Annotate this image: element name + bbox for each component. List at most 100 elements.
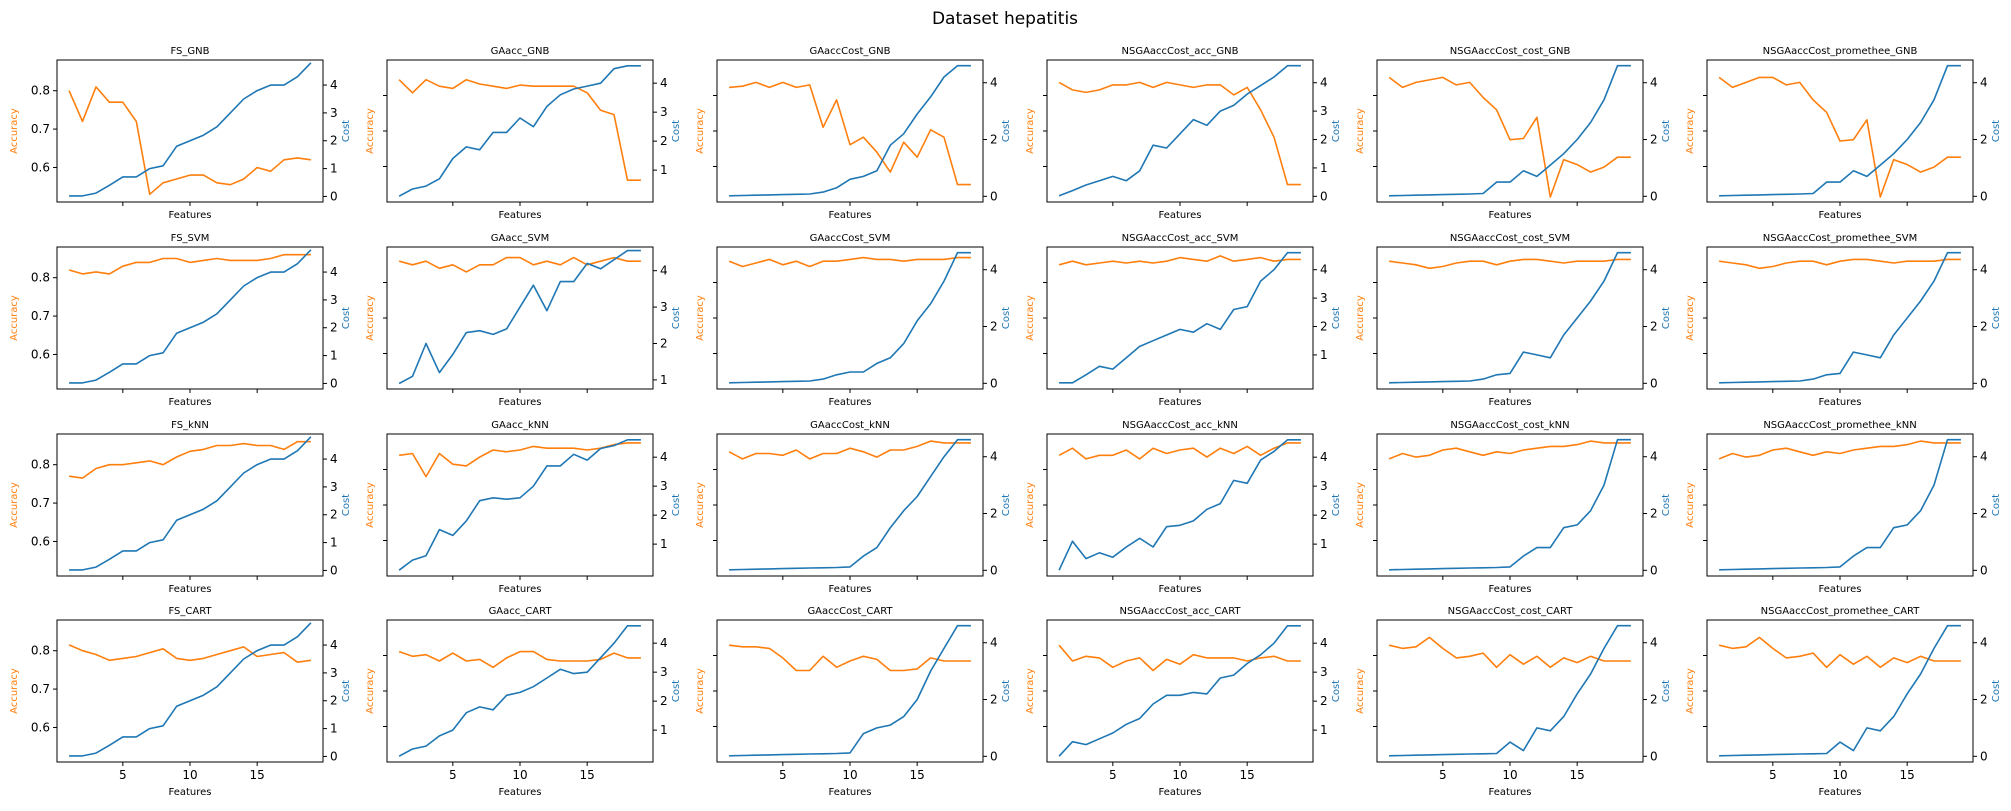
axes-frame — [716, 59, 984, 203]
subplot-GAacc_CART: GAacc_CART 5 10 15 Features Accuracy 1 2 3 4 Cost — [365, 606, 682, 798]
y-left-axis-label: Accuracy — [1025, 482, 1036, 528]
series-cost — [1058, 64, 1301, 197]
subplot-title: NSGAaccCost_cost_SVM — [1450, 233, 1570, 244]
x-tick-label: 15 — [580, 768, 595, 782]
series-accuracy — [1718, 258, 1961, 270]
axes-frame — [1376, 619, 1644, 763]
subplot-title: FS_CART — [168, 606, 212, 617]
axes-frame — [386, 619, 654, 763]
subplot-GAacc_kNN: GAacc_kNN Features Accuracy 1 2 3 4 Cost — [365, 420, 682, 595]
series-accuracy — [728, 256, 971, 268]
series-cost — [1719, 251, 1961, 384]
series-cost — [1719, 624, 1961, 757]
series-cost — [1389, 624, 1631, 757]
axes-frame — [1706, 246, 1974, 390]
y-right-tick-label: 0 — [1980, 563, 1988, 577]
subplot-GAaccCost_CART: GAaccCost_CART 5 10 15 Features Accuracy 0 2 4 Co… — [695, 606, 1012, 798]
y-right-tick-label: 4 — [1650, 450, 1658, 464]
y-right-tick-label: 1 — [660, 723, 668, 737]
subplot-NSGAaccCost_promethee_SVM: NSGAaccCost_promethee_SVM Features Accurac… — [1685, 233, 2002, 408]
y-left-axis-label: Accuracy — [695, 482, 706, 528]
subplot-title: NSGAaccCost_promethee_SVM — [1763, 233, 1917, 244]
x-axis-label: Features — [829, 584, 872, 595]
y-right-tick-label: 2 — [1650, 693, 1658, 707]
axes-frame — [56, 59, 324, 203]
series-accuracy — [1388, 76, 1631, 198]
y-right-tick-label: 3 — [330, 666, 338, 680]
x-axis-label: Features — [169, 210, 212, 221]
y-right-tick-label: 2 — [330, 134, 338, 148]
y-right-tick-label: 3 — [1320, 104, 1328, 118]
subplot-title: NSGAaccCost_promethee_CART — [1761, 606, 1921, 617]
axes-frame — [1046, 433, 1314, 577]
y-left-tick-label: 0.6 — [31, 347, 50, 361]
subplot-NSGAaccCost_cost_kNN: NSGAaccCost_cost_kNN Features Accuracy 0 2 4 C… — [1355, 420, 1672, 595]
axes-frame — [56, 619, 324, 763]
y-right-tick-label: 1 — [330, 722, 338, 736]
series-accuracy — [1058, 644, 1301, 672]
y-left-axis-label: Accuracy — [9, 668, 20, 714]
y-right-tick-label: 0 — [1320, 189, 1328, 203]
y-right-tick-label: 0 — [330, 376, 338, 390]
axes-frame — [1706, 619, 1974, 763]
y-left-axis-label: Accuracy — [1685, 295, 1696, 341]
axes-frame — [1046, 619, 1314, 763]
y-right-tick-label: 4 — [660, 264, 668, 278]
y-right-tick-label: 1 — [660, 373, 668, 387]
y-right-tick-label: 2 — [1320, 320, 1328, 334]
y-right-tick-label: 1 — [1320, 537, 1328, 551]
y-right-tick-label: 0 — [330, 563, 338, 577]
series-cost — [69, 249, 312, 384]
y-right-tick-label: 0 — [1980, 189, 1988, 203]
x-axis-label: Features — [1489, 397, 1532, 408]
series-accuracy — [68, 440, 311, 479]
subplot-title: GAaccCost_kNN — [810, 420, 890, 431]
subplot-title: GAacc_CART — [489, 606, 553, 617]
x-tick-label: 5 — [1109, 768, 1117, 782]
x-tick-label: 5 — [1769, 768, 1777, 782]
x-tick-label: 15 — [1570, 768, 1585, 782]
y-left-tick-label: 0.7 — [31, 682, 50, 696]
series-accuracy — [728, 440, 971, 460]
y-right-tick-label: 4 — [660, 636, 668, 650]
x-tick-label: 10 — [1832, 768, 1847, 782]
y-right-tick-label: 2 — [330, 321, 338, 335]
series-accuracy — [1388, 440, 1631, 460]
y-left-axis-label: Accuracy — [9, 482, 20, 528]
y-right-axis-label: Cost — [1991, 494, 2002, 516]
axes-frame — [716, 433, 984, 577]
y-right-tick-label: 2 — [660, 694, 668, 708]
y-right-tick-label: 3 — [660, 105, 668, 119]
axes-frame — [716, 246, 984, 390]
x-axis-label: Features — [169, 787, 212, 798]
x-axis-label: Features — [1819, 584, 1862, 595]
y-left-tick-label: 0.6 — [31, 720, 50, 734]
y-right-tick-label: 1 — [1320, 348, 1328, 362]
subplot-title: NSGAaccCost_cost_GNB — [1450, 46, 1571, 57]
y-right-tick-label: 4 — [990, 450, 998, 464]
y-right-tick-label: 2 — [1650, 133, 1658, 147]
y-left-axis-label: Accuracy — [695, 295, 706, 341]
x-axis-label: Features — [829, 397, 872, 408]
series-accuracy — [1718, 440, 1961, 460]
x-tick-label: 10 — [1502, 768, 1517, 782]
y-left-tick-label: 0.8 — [31, 644, 50, 658]
x-axis-label: Features — [1819, 787, 1862, 798]
subplot-title: GAacc_GNB — [491, 46, 550, 57]
y-right-tick-label: 4 — [1980, 263, 1988, 277]
subplot-title: NSGAaccCost_cost_kNN — [1450, 420, 1569, 431]
y-right-tick-label: 4 — [990, 636, 998, 650]
x-tick-label: 5 — [119, 768, 127, 782]
y-right-tick-label: 0 — [330, 189, 338, 203]
y-left-axis-label: Accuracy — [695, 668, 706, 714]
y-right-tick-label: 2 — [990, 320, 998, 334]
y-right-axis-label: Cost — [1331, 120, 1342, 142]
series-accuracy — [68, 253, 311, 275]
y-left-axis-label: Accuracy — [1025, 295, 1036, 341]
y-right-tick-label: 0 — [1980, 376, 1988, 390]
subplot-title: GAaccCost_SVM — [810, 233, 891, 244]
y-right-tick-label: 2 — [1320, 508, 1328, 522]
subplot-title: FS_kNN — [171, 420, 209, 431]
y-left-axis-label: Accuracy — [365, 108, 376, 154]
y-right-tick-label: 1 — [660, 537, 668, 551]
